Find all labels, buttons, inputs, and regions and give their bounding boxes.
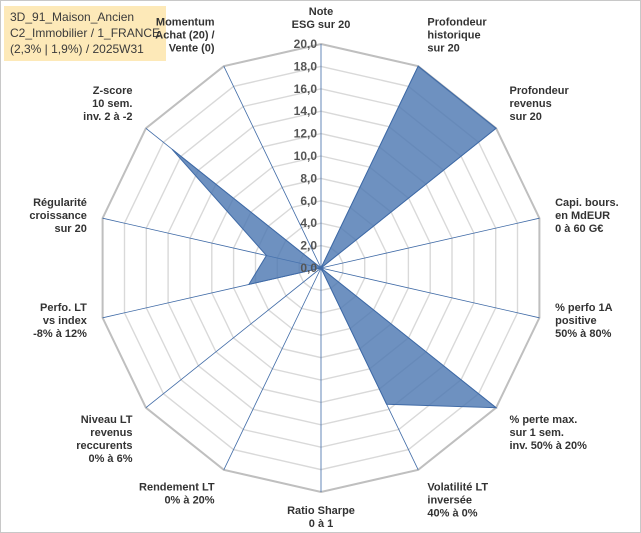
radar-series [171, 65, 498, 409]
axis-spoke [145, 267, 322, 409]
axis-label-line: 0 à 1 [309, 518, 333, 530]
tick-label: 18,0 [294, 59, 318, 73]
axis-label-line: sur 1 sem. [510, 427, 564, 439]
axis-label: Perfo. LT vs index -8% à 12% [33, 302, 88, 340]
axis-label: Rendement LT 0% à 20% [139, 482, 215, 507]
axis-label-line: Achat (20) / [155, 29, 214, 41]
axis-label: Profondeur revenus sur 20 [510, 85, 570, 123]
axis-label-line: reccurents [76, 440, 132, 452]
axis-label-line: Perfo. LT [40, 302, 87, 314]
tick-label: 12,0 [294, 127, 318, 141]
header-line-3: (2,3% | 1,9%) / 2025W31 [10, 42, 144, 56]
axis-label-line: Rendement LT [139, 482, 215, 494]
axis-label: Note ESG sur 20 [292, 6, 351, 31]
axis-label: % perte max. sur 1 sem. inv. 50% à 20% [510, 414, 588, 452]
axis-label-line: 0 à 60 G€ [555, 223, 603, 235]
axis-label-line: % perfo 1A [555, 302, 613, 314]
axis-label-line: ESG sur 20 [292, 19, 351, 31]
tick-label: 14,0 [294, 104, 318, 118]
axis-spoke [320, 217, 540, 269]
radar-ticks: 0,0 2,0 4,0 6,0 8,0 10,0 12,0 14,0 16,0 18,0 20,0 [294, 37, 318, 275]
axis-label: Momentum Achat (20) / Vente (0) [155, 16, 215, 54]
axis-label-line: Ratio Sharpe [287, 505, 355, 517]
axis-label: Niveau LT revenus reccurents 0% à 6% [76, 414, 133, 465]
axis-label-line: Z-score [93, 85, 133, 97]
radar-axis-labels: Note ESG sur 20 Profondeur historique sur 20… [29, 6, 618, 530]
axis-label-line: croissance [29, 210, 86, 222]
tick-label: 6,0 [300, 194, 317, 208]
axis-label-line: sur 20 [54, 223, 86, 235]
axis-label-line: Vente (0) [169, 42, 215, 54]
axis-label: Profondeur historique sur 20 [427, 16, 487, 54]
axis-label-line: Note [309, 6, 333, 18]
axis-label-line: Volatilité LT [427, 482, 488, 494]
axis-label-line: % perte max. [510, 414, 578, 426]
axis-label: Ratio Sharpe 0 à 1 [287, 505, 355, 530]
axis-label: % perfo 1A positive 50% à 80% [555, 302, 613, 340]
axis-spoke [223, 66, 322, 269]
axis-label-line: Capi. bours. [555, 197, 619, 209]
axis-label: Régularité croissance sur 20 [29, 197, 86, 235]
tick-label: 2,0 [300, 239, 317, 253]
tick-label: 0,0 [300, 261, 317, 275]
axis-label-line: Niveau LT [81, 414, 133, 426]
axis-label-line: revenus [510, 98, 552, 110]
axis-label-line: positive [555, 315, 597, 327]
axis-spoke [320, 267, 540, 319]
axis-label-line: sur 20 [510, 111, 542, 123]
axis-label-line: Momentum [156, 16, 215, 28]
axis-label-line: vs index [43, 315, 88, 327]
axis-label-line: 0% à 6% [88, 453, 132, 465]
axis-label: Capi. bours. en MdEUR 0 à 60 G€ [555, 197, 619, 235]
tick-label: 8,0 [300, 171, 317, 185]
axis-label-line: 40% à 0% [427, 508, 477, 520]
axis-label-line: Profondeur [427, 16, 487, 28]
axis-label-line: en MdEUR [555, 210, 610, 222]
axis-label-line: inversée [427, 495, 472, 507]
axis-label-line: revenus [90, 427, 132, 439]
header-info-box: 3D_91_Maison_Ancien C2_Immobilier / 1_FR… [4, 6, 167, 61]
axis-label-line: 10 sem. [92, 98, 132, 110]
header-line-2: C2_Immobilier / 1_FRANCE [10, 26, 161, 40]
axis-label-line: Profondeur [510, 85, 570, 97]
axis-label: Volatilité LT inversée 40% à 0% [427, 482, 488, 520]
tick-label: 20,0 [294, 37, 318, 51]
axis-label-line: inv. 50% à 20% [510, 440, 588, 452]
axis-spoke [223, 267, 322, 470]
axis-label-line: 50% à 80% [555, 328, 611, 340]
tick-label: 10,0 [294, 149, 318, 163]
axis-label-line: 0% à 20% [164, 495, 214, 507]
axis-label-line: Régularité [33, 197, 87, 209]
tick-label: 4,0 [300, 216, 317, 230]
axis-label-line: inv. 2 à -2 [83, 111, 132, 123]
header-line-1: 3D_91_Maison_Ancien [10, 10, 135, 24]
axis-label-line: sur 20 [427, 42, 459, 54]
axis-label: Z-score 10 sem. inv. 2 à -2 [83, 85, 132, 123]
axis-label-line: -8% à 12% [33, 328, 87, 340]
axis-label-line: historique [427, 29, 480, 41]
tick-label: 16,0 [294, 82, 318, 96]
